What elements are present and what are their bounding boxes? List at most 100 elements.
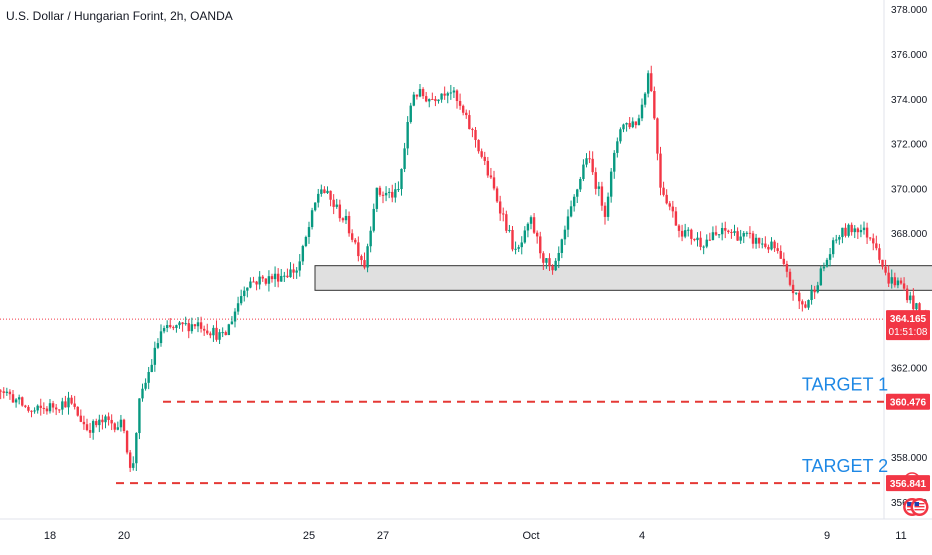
candle: [206, 323, 209, 335]
x-tick-label: 18: [44, 530, 56, 542]
candle: [332, 194, 335, 215]
candle: [104, 414, 107, 429]
candle: [323, 186, 326, 194]
candle: [85, 418, 89, 432]
candle: [48, 398, 52, 414]
candle: [366, 243, 369, 273]
candle: [699, 231, 702, 251]
candle: [495, 186, 499, 203]
candle: [899, 277, 903, 285]
candle: [896, 277, 900, 289]
candle: [165, 320, 169, 333]
candle: [591, 151, 594, 175]
candle: [135, 432, 138, 472]
candle: [850, 222, 853, 236]
candle: [474, 127, 477, 148]
candle: [727, 229, 730, 234]
candle: [828, 247, 832, 267]
candle: [184, 316, 187, 326]
candle: [739, 229, 742, 244]
y-tick-label: 358.000: [891, 453, 928, 464]
candle: [91, 419, 95, 440]
candle: [255, 280, 258, 291]
candle: [862, 221, 866, 235]
candle: [156, 338, 160, 350]
candle: [838, 234, 841, 245]
candle: [338, 199, 342, 222]
candle: [471, 127, 474, 138]
candle: [11, 390, 15, 403]
candle: [875, 235, 878, 251]
candles: [0, 65, 930, 472]
candle: [566, 209, 570, 238]
candle: [5, 387, 9, 396]
candle: [138, 398, 141, 440]
candle: [579, 176, 582, 192]
x-tick-label: 11: [895, 530, 906, 542]
y-tick-label: 376.000: [891, 50, 928, 61]
candle: [643, 92, 647, 108]
candle: [424, 91, 428, 103]
candle: [717, 234, 721, 239]
candle: [893, 272, 897, 288]
candle: [905, 285, 909, 303]
candle: [400, 168, 403, 196]
candle: [588, 150, 591, 164]
candle: [301, 244, 305, 266]
candle: [350, 229, 354, 243]
candle: [813, 285, 816, 299]
x-tick-label: Oct: [522, 530, 539, 542]
candle: [116, 421, 120, 431]
target-price-badge: 360.476: [886, 393, 930, 410]
candle: [175, 324, 178, 333]
candle: [640, 98, 644, 122]
x-tick-label: 27: [377, 530, 389, 542]
candle: [545, 258, 548, 269]
candle: [461, 104, 465, 116]
candle: [125, 430, 129, 455]
candle: [452, 87, 456, 98]
candle: [455, 89, 459, 109]
candle: [458, 93, 462, 110]
candle: [292, 263, 295, 280]
candle: [258, 271, 261, 290]
candle: [542, 251, 545, 271]
candle: [326, 186, 329, 194]
candle: [653, 86, 656, 120]
candle: [705, 234, 708, 249]
candle: [865, 222, 869, 244]
candle: [782, 252, 786, 267]
candle: [212, 325, 215, 342]
candle: [128, 449, 132, 472]
candle: [227, 323, 231, 336]
candle: [341, 217, 345, 223]
candle: [67, 391, 70, 415]
candle: [616, 137, 619, 158]
candle: [221, 327, 224, 338]
candle: [17, 394, 21, 405]
candle: [196, 316, 200, 333]
candle: [804, 301, 807, 309]
target-label: TARGET 2: [802, 456, 888, 476]
candle: [172, 325, 175, 331]
candle: [375, 187, 379, 213]
candle: [415, 94, 419, 100]
candle: [236, 296, 240, 315]
candle: [354, 237, 357, 245]
candle: [492, 170, 496, 191]
candle: [881, 259, 884, 270]
candle: [486, 156, 490, 178]
candle: [606, 192, 610, 221]
x-tick-label: 20: [118, 530, 130, 542]
us-flag-icon[interactable]: [910, 498, 929, 516]
candle: [243, 286, 246, 302]
candle: [190, 317, 194, 334]
candle: [307, 221, 311, 244]
candle: [239, 289, 243, 306]
candle: [95, 418, 98, 428]
candle: [597, 181, 601, 197]
resistance-zone[interactable]: [314, 265, 932, 291]
candle: [868, 237, 872, 241]
candle: [572, 194, 576, 212]
